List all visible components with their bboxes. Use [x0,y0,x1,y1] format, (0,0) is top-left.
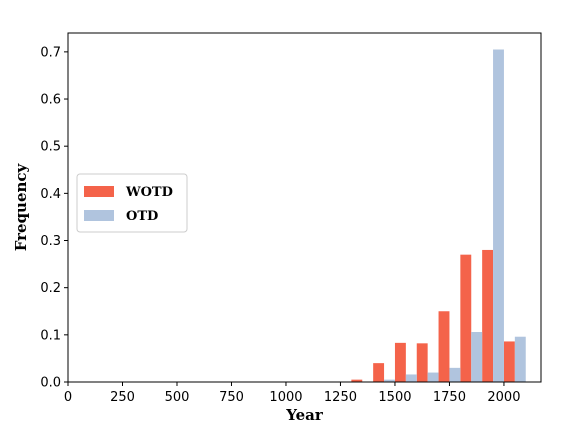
bar-otd-1500 [405,374,417,382]
bar-wotd-1400 [373,363,385,382]
x-tick-label: 2000 [487,390,520,405]
y-tick-label: 0.1 [40,328,61,343]
bar-wotd-2000 [503,341,515,382]
bar-otd-1900 [493,49,504,383]
y-tick-label: 0.6 [40,93,61,108]
y-tick-label: 0.4 [40,187,61,202]
bar-otd-1600 [427,372,439,382]
y-tick-label: 0.0 [40,376,61,391]
legend: WOTD OTD [76,173,188,233]
bars-group [351,49,526,383]
bar-wotd-1600 [416,343,428,382]
bar-otd-1800 [471,332,483,382]
legend-label-wotd: WOTD [125,185,173,200]
bar-wotd-1300 [351,379,363,382]
bar-wotd-1700 [438,311,450,382]
bar-wotd-1900 [482,249,494,382]
x-tick-label: 1750 [433,390,466,405]
x-tick-label: 1250 [324,390,357,405]
x-tick-label: 1500 [378,390,411,405]
y-tick-label: 0.3 [40,234,61,249]
legend-swatch-otd [84,210,114,221]
bar-otd-1700 [449,367,461,382]
x-axis-label: Year [285,406,324,424]
x-tick-label: 750 [219,390,244,405]
bar-otd-1400 [384,379,395,382]
y-axis-ticks: 0.0 0.1 0.2 0.3 0.4 0.5 0.6 0.7 [40,45,68,391]
plot-frame [67,32,542,383]
x-tick-label: 250 [110,390,135,405]
x-axis-ticks: 0 250 500 750 1000 1250 1500 1750 2000 [64,382,520,405]
bar-otd-2000 [514,336,526,382]
y-tick-label: 0.2 [40,281,61,296]
legend-label-otd: OTD [126,209,158,224]
bar-wotd-1500 [394,342,406,382]
legend-swatch-wotd [84,186,114,197]
y-tick-label: 0.5 [40,140,61,155]
y-tick-label: 0.7 [40,45,61,60]
y-axis-label: Frequency [12,162,30,251]
bar-wotd-1800 [460,254,472,382]
x-tick-label: 1000 [269,390,302,405]
x-tick-label: 500 [165,390,190,405]
x-tick-label: 0 [64,390,72,405]
